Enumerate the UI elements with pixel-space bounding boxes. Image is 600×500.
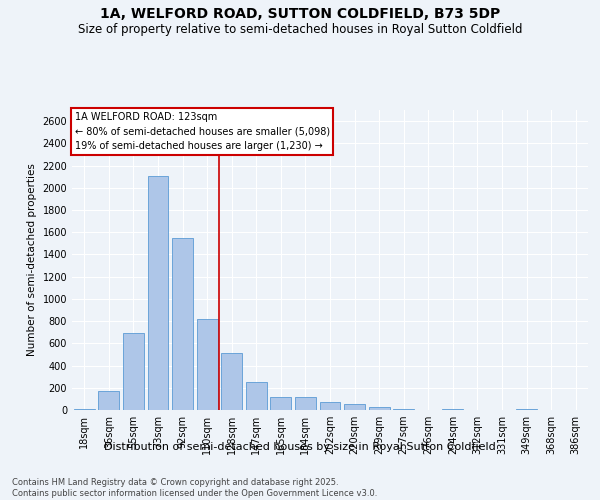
Bar <box>98 390 119 410</box>
Bar <box>368 407 389 410</box>
Bar <box>271 396 292 410</box>
Bar <box>295 396 316 410</box>
Bar <box>442 409 463 410</box>
Bar <box>123 334 144 410</box>
Bar <box>516 409 537 410</box>
Bar <box>74 409 95 410</box>
Text: Distribution of semi-detached houses by size in Royal Sutton Coldfield: Distribution of semi-detached houses by … <box>104 442 496 452</box>
Text: 1A WELFORD ROAD: 123sqm
← 80% of semi-detached houses are smaller (5,098)
19% of: 1A WELFORD ROAD: 123sqm ← 80% of semi-de… <box>74 112 330 151</box>
Text: Size of property relative to semi-detached houses in Royal Sutton Coldfield: Size of property relative to semi-detach… <box>78 22 522 36</box>
Bar <box>197 319 218 410</box>
Bar <box>148 176 169 410</box>
Bar <box>393 409 414 410</box>
Text: 1A, WELFORD ROAD, SUTTON COLDFIELD, B73 5DP: 1A, WELFORD ROAD, SUTTON COLDFIELD, B73 … <box>100 8 500 22</box>
Bar <box>221 353 242 410</box>
Text: Contains HM Land Registry data © Crown copyright and database right 2025.
Contai: Contains HM Land Registry data © Crown c… <box>12 478 377 498</box>
Bar <box>246 382 267 410</box>
Bar <box>344 404 365 410</box>
Bar <box>172 238 193 410</box>
Bar <box>320 402 340 410</box>
Y-axis label: Number of semi-detached properties: Number of semi-detached properties <box>27 164 37 356</box>
